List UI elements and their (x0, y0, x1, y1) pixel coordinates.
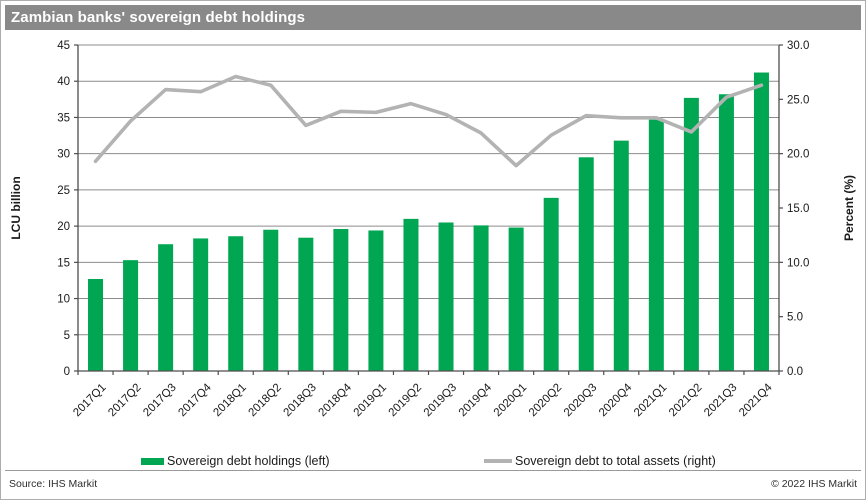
svg-text:0.0: 0.0 (787, 366, 803, 378)
svg-text:2018Q2: 2018Q2 (246, 382, 283, 419)
svg-text:10.0: 10.0 (787, 257, 809, 269)
legend-item-bars: Sovereign debt holdings (left) (141, 453, 330, 469)
svg-text:2017Q1: 2017Q1 (71, 382, 108, 419)
svg-text:25.0: 25.0 (787, 94, 809, 106)
svg-text:2021Q3: 2021Q3 (702, 382, 739, 419)
svg-text:2019Q1: 2019Q1 (352, 382, 389, 419)
svg-text:2020Q1: 2020Q1 (492, 382, 529, 419)
chart-canvas: 0 5 10 15 20 25 30 35 40 45 0.0 5.0 10.0 15.0 20.0 25.0… (9, 40, 856, 419)
svg-text:2021Q4: 2021Q4 (737, 381, 775, 419)
svg-text:30.0: 30.0 (787, 40, 809, 52)
legend-item-line: Sovereign debt to total assets (right) (484, 453, 716, 469)
svg-text:15.0: 15.0 (787, 203, 809, 215)
copyright-note: © 2022 IHS Markit (771, 478, 857, 490)
svg-text:Percent (%): Percent (%) (842, 175, 856, 241)
svg-text:2017Q4: 2017Q4 (176, 381, 214, 419)
svg-text:20.0: 20.0 (787, 149, 809, 161)
svg-text:2018Q3: 2018Q3 (282, 382, 319, 419)
source-note: Source: IHS Markit (9, 478, 98, 490)
svg-text:2020Q3: 2020Q3 (562, 382, 599, 419)
svg-text:20: 20 (57, 221, 70, 233)
svg-text:2019Q3: 2019Q3 (422, 382, 459, 419)
svg-text:2020Q4: 2020Q4 (597, 381, 635, 419)
svg-text:30: 30 (57, 149, 70, 161)
svg-text:40: 40 (57, 76, 70, 88)
svg-text:15: 15 (57, 257, 70, 269)
svg-text:45: 45 (57, 40, 70, 52)
svg-text:2019Q2: 2019Q2 (387, 382, 424, 419)
line-series-swatch (484, 459, 512, 463)
legend-label-bars: Sovereign debt holdings (left) (167, 454, 330, 468)
svg-text:2019Q4: 2019Q4 (457, 381, 495, 419)
svg-text:2018Q1: 2018Q1 (211, 382, 248, 419)
svg-text:2018Q4: 2018Q4 (317, 381, 355, 419)
svg-text:2017Q2: 2017Q2 (106, 382, 143, 419)
svg-text:2021Q1: 2021Q1 (632, 382, 669, 419)
svg-text:35: 35 (57, 112, 70, 124)
footer-divider (5, 470, 861, 471)
svg-text:LCU billion: LCU billion (9, 176, 23, 239)
bar-series-swatch (141, 457, 164, 465)
svg-text:25: 25 (57, 185, 70, 197)
chart-title: Zambian banks' sovereign debt holdings (5, 5, 861, 30)
svg-text:2017Q3: 2017Q3 (141, 382, 178, 419)
legend-label-line: Sovereign debt to total assets (right) (515, 454, 716, 468)
svg-text:2020Q2: 2020Q2 (527, 382, 564, 419)
svg-text:5: 5 (64, 330, 70, 342)
svg-text:5.0: 5.0 (787, 312, 803, 324)
svg-text:0: 0 (64, 366, 70, 378)
svg-text:2021Q2: 2021Q2 (667, 382, 704, 419)
svg-text:10: 10 (57, 294, 70, 306)
